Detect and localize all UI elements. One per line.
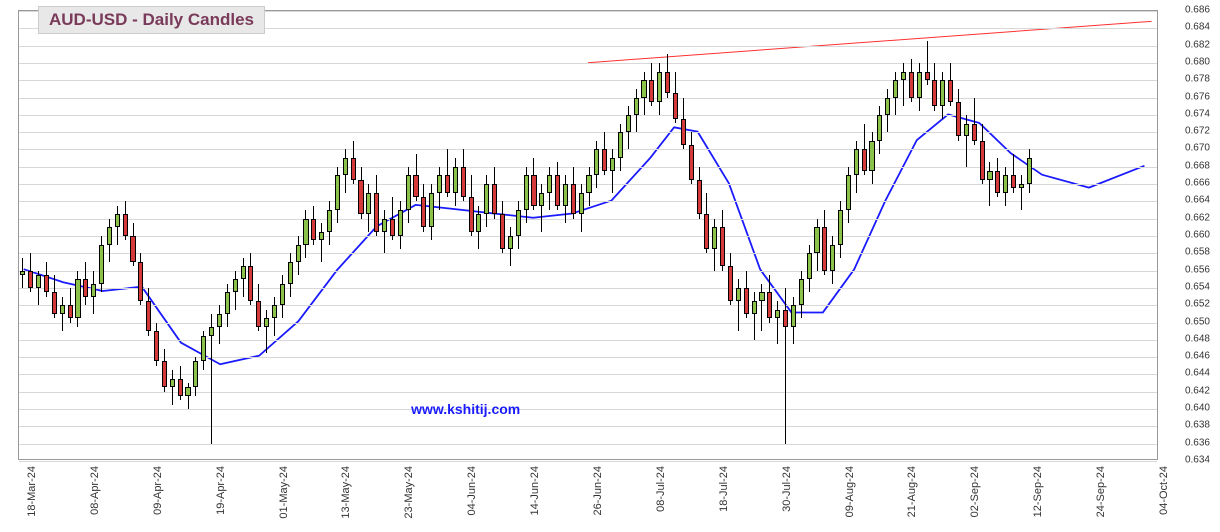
y-tick-label: 0.644 xyxy=(1185,368,1210,379)
y-tick-label: 0.670 xyxy=(1185,143,1210,154)
x-tick-label: 19-Apr-24 xyxy=(215,466,227,515)
y-tick-label: 0.672 xyxy=(1185,126,1210,137)
x-tick-label: 08-Jul-24 xyxy=(655,466,667,512)
y-tick-label: 0.636 xyxy=(1185,437,1210,448)
x-tick-label: 18-Mar-24 xyxy=(26,466,38,517)
y-tick-label: 0.680 xyxy=(1185,56,1210,67)
y-axis: 0.6340.6360.6380.6400.6420.6440.6460.648… xyxy=(1162,10,1212,460)
y-tick-label: 0.682 xyxy=(1185,39,1210,50)
y-tick-label: 0.654 xyxy=(1185,281,1210,292)
x-tick-label: 04-Jun-24 xyxy=(466,466,478,516)
x-tick-label: 09-Aug-24 xyxy=(844,466,856,517)
x-tick-label: 26-Jun-24 xyxy=(592,466,604,516)
x-tick-label: 24-Sep-24 xyxy=(1095,466,1107,517)
watermark-link: www.kshitij.com xyxy=(411,401,520,417)
x-tick-label: 01-May-24 xyxy=(278,466,290,519)
y-tick-label: 0.658 xyxy=(1185,247,1210,258)
y-tick-label: 0.686 xyxy=(1185,5,1210,16)
y-tick-label: 0.662 xyxy=(1185,212,1210,223)
x-tick-label: 30-Jul-24 xyxy=(781,466,793,512)
y-tick-label: 0.652 xyxy=(1185,299,1210,310)
x-tick-label: 04-Oct-24 xyxy=(1158,466,1170,515)
x-tick-label: 21-Aug-24 xyxy=(906,466,918,517)
x-tick-label: 14-Jun-24 xyxy=(529,466,541,516)
y-tick-label: 0.684 xyxy=(1185,22,1210,33)
x-tick-label: 08-Apr-24 xyxy=(89,466,101,515)
x-axis: 18-Mar-24 08-Apr-24 09-Apr-24 19-Apr-24 01-M… xyxy=(18,464,1158,528)
x-tick-label: 02-Sep-24 xyxy=(969,466,981,517)
plot-area: www.kshitij.com xyxy=(18,10,1158,460)
x-tick-label: 13-May-24 xyxy=(340,466,352,519)
y-tick-label: 0.646 xyxy=(1185,351,1210,362)
y-tick-label: 0.676 xyxy=(1185,91,1210,102)
x-tick-label: 12-Sep-24 xyxy=(1032,466,1044,517)
y-tick-label: 0.666 xyxy=(1185,178,1210,189)
y-tick-label: 0.638 xyxy=(1185,420,1210,431)
x-tick-label: 09-Apr-24 xyxy=(152,466,164,515)
y-tick-label: 0.664 xyxy=(1185,195,1210,206)
y-tick-label: 0.640 xyxy=(1185,403,1210,414)
x-tick-label: 23-May-24 xyxy=(403,466,415,519)
y-tick-label: 0.642 xyxy=(1185,385,1210,396)
y-tick-label: 0.678 xyxy=(1185,74,1210,85)
chart-title: AUD-USD - Daily Candles xyxy=(38,6,265,34)
y-tick-label: 0.648 xyxy=(1185,333,1210,344)
chart-container: www.kshitij.com AUD-USD - Daily Candles … xyxy=(8,4,1212,528)
y-tick-label: 0.674 xyxy=(1185,108,1210,119)
y-tick-label: 0.656 xyxy=(1185,264,1210,275)
x-tick-label: 18-Jul-24 xyxy=(718,466,730,512)
y-tick-label: 0.660 xyxy=(1185,230,1210,241)
y-tick-label: 0.634 xyxy=(1185,455,1210,466)
y-tick-label: 0.650 xyxy=(1185,316,1210,327)
y-tick-label: 0.668 xyxy=(1185,160,1210,171)
